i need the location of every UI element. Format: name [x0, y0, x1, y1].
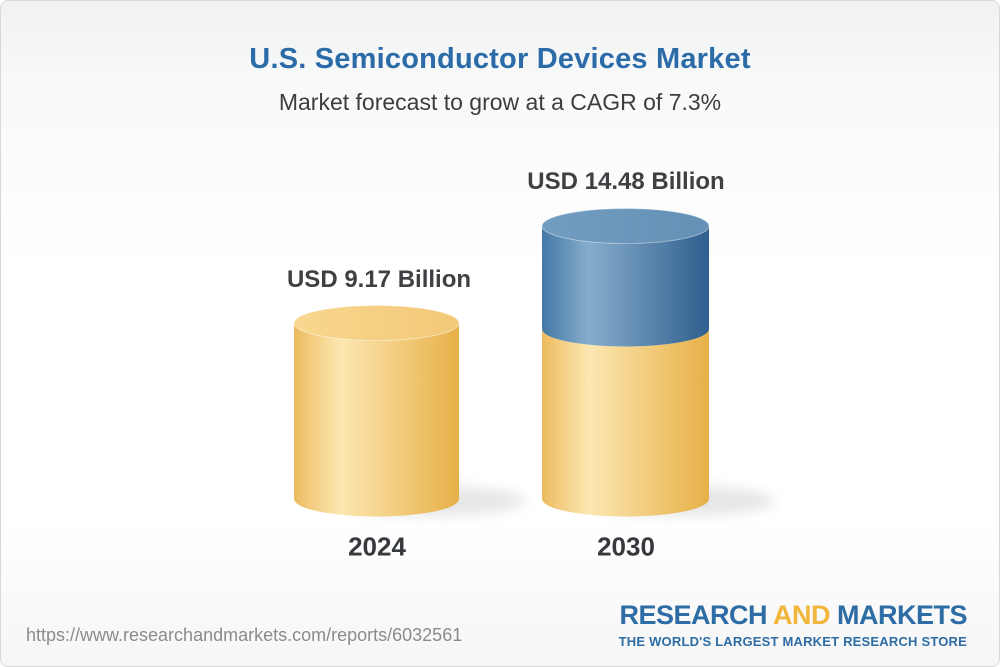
- logo-word-markets: MARKETS: [837, 600, 968, 630]
- logo-word-research: RESEARCH: [619, 600, 767, 630]
- cylinder-2030-base-segment: [542, 329, 709, 517]
- logo-tagline: THE WORLD'S LARGEST MARKET RESEARCH STOR…: [618, 634, 967, 649]
- category-label-2024: 2024: [348, 531, 406, 562]
- research-and-markets-logo: RESEARCH AND MARKETS THE WORLD'S LARGEST…: [618, 602, 968, 650]
- logo-brand-line: RESEARCH AND MARKETS: [619, 602, 967, 629]
- report-url-text: https://www.researchandmarkets.com/repor…: [26, 625, 463, 645]
- chart-title: U.S. Semiconductor Devices Market: [249, 43, 751, 75]
- cylinder-2024: [293, 305, 460, 517]
- chart-subtitle: Market forecast to grow at a CAGR of 7.3…: [278, 89, 722, 115]
- logo-word-and: AND: [772, 600, 831, 630]
- cylinder-2030-growth-segment: [541, 208, 710, 347]
- value-label-2030: USD 14.48 Billion: [527, 168, 725, 195]
- value-label-2024: USD 9.17 Billion: [286, 266, 472, 293]
- category-label-2030: 2030: [597, 531, 655, 562]
